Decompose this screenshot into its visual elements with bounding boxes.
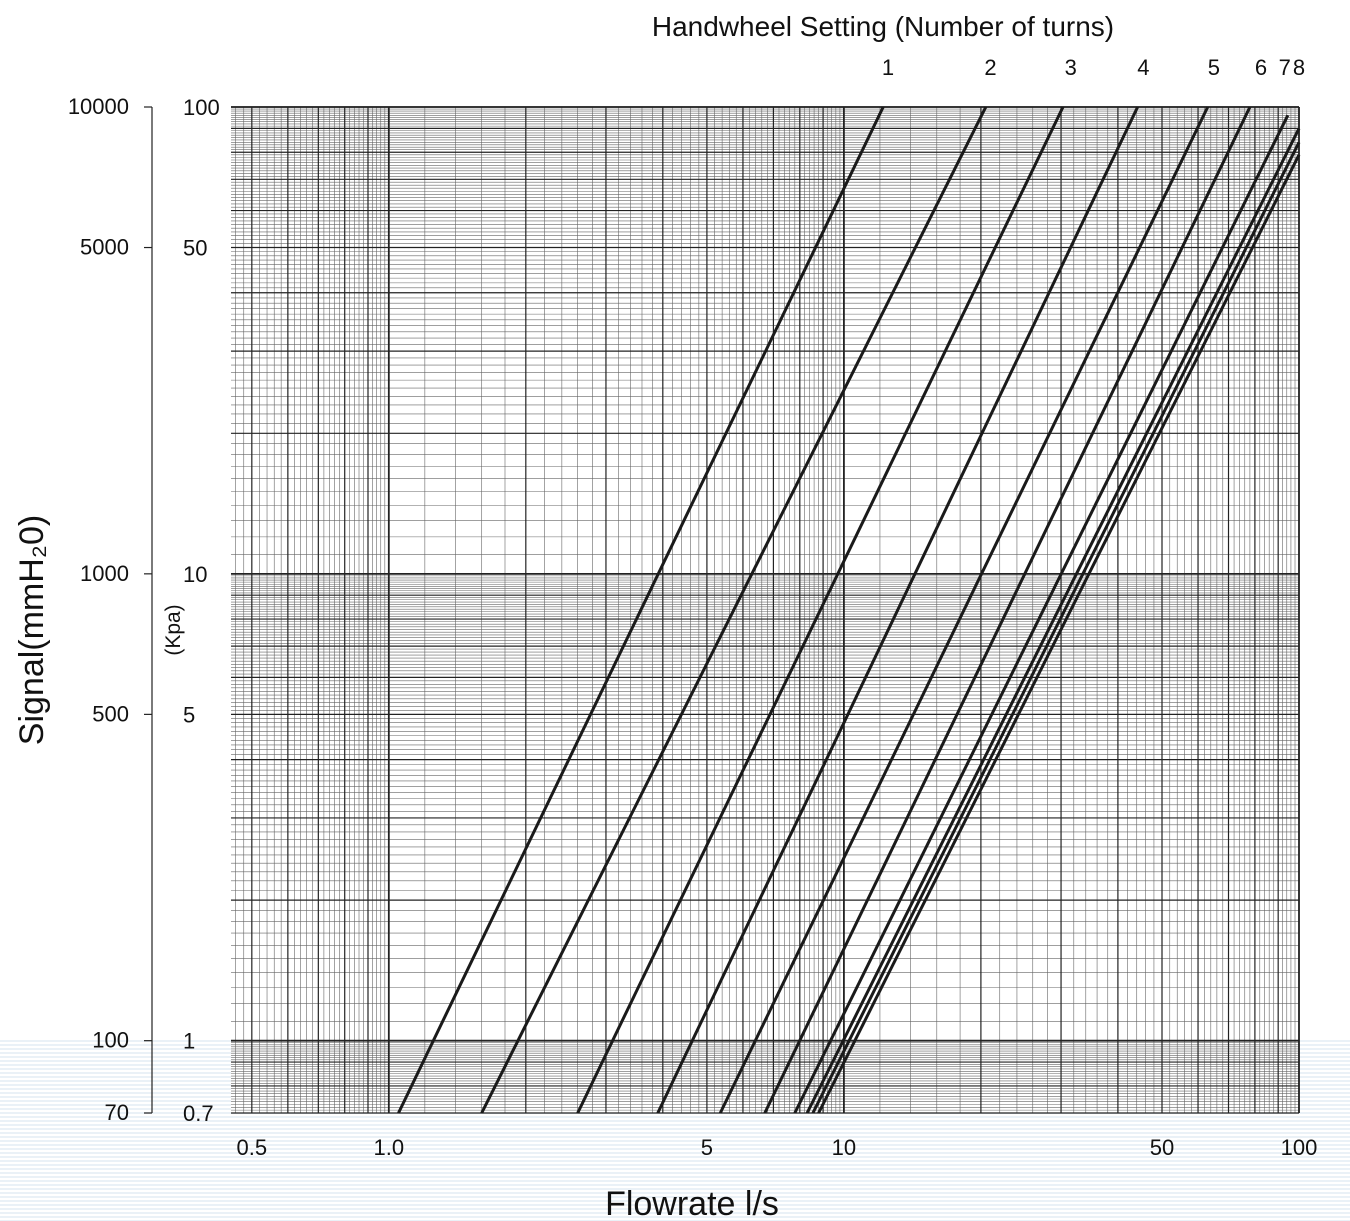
y-tick-label-kpa: 100: [183, 95, 220, 120]
x-tick-label: 100: [1281, 1135, 1318, 1160]
y-tick-label-kpa: 0.7: [183, 1101, 214, 1126]
y-tick-label-mmh2o: 70: [105, 1100, 129, 1125]
chart-title: Handwheel Setting (Number of turns): [652, 11, 1114, 42]
y-tick-label-kpa: 5: [183, 702, 195, 727]
x-tick-label: 0.5: [237, 1135, 268, 1160]
y-tick-label-kpa: 10: [183, 562, 207, 587]
y-axis-title: Signal(mmH₂0): [13, 515, 51, 745]
series-label: 6: [1255, 55, 1267, 80]
series-label: 8: [1293, 55, 1305, 80]
y-tick-label-mmh2o: 500: [92, 701, 129, 726]
y-axis-secondary-title: (Kpa): [162, 604, 185, 655]
series-label: 5: [1208, 55, 1220, 80]
y-tick-label-kpa: 1: [183, 1029, 195, 1054]
x-axis-title: Flowrate l/s: [605, 1185, 779, 1221]
y-tick-label-kpa: 50: [183, 236, 207, 261]
x-tick-label: 50: [1150, 1135, 1174, 1160]
series-label: 7: [1279, 55, 1291, 80]
series-label: 1: [882, 55, 894, 80]
x-tick-label: 1.0: [374, 1135, 405, 1160]
x-tick-label: 10: [832, 1135, 856, 1160]
y-tick-label-mmh2o: 10000: [68, 94, 129, 119]
series-label: 4: [1137, 55, 1149, 80]
y-tick-label-mmh2o: 5000: [80, 235, 129, 260]
y-tick-label-mmh2o: 1000: [80, 561, 129, 586]
plot-area: [231, 107, 1299, 1113]
left-axis: [144, 107, 152, 1113]
y-tick-label-mmh2o: 100: [92, 1028, 129, 1053]
x-tick-label: 5: [701, 1135, 713, 1160]
series-label: 2: [984, 55, 996, 80]
series-label: 3: [1065, 55, 1077, 80]
